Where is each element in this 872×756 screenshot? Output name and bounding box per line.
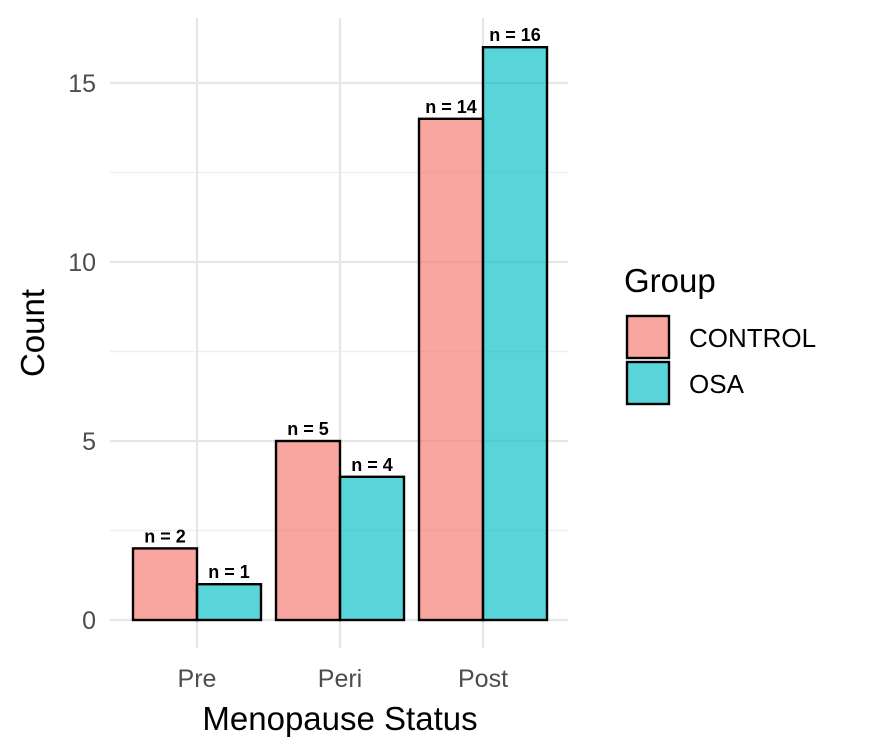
bar-control-pre <box>131 547 199 622</box>
legend: Group CONTROL OSA <box>624 262 816 406</box>
bar-control-peri <box>274 439 342 622</box>
bar-osa-post <box>481 46 549 622</box>
legend-key-control <box>625 314 671 360</box>
legend-label-control: CONTROL <box>689 323 816 353</box>
y-tick-label: 10 <box>68 249 96 277</box>
x-tick-label: Peri <box>318 665 362 693</box>
legend-title: Group <box>624 262 716 299</box>
x-tick-label: Pre <box>178 665 217 693</box>
y-tick-labels: 0 5 10 15 <box>68 70 96 635</box>
y-tick-label: 15 <box>68 70 96 98</box>
data-label-osa-pre: n = 1 <box>208 562 250 582</box>
legend-label-osa: OSA <box>689 369 745 399</box>
bar-osa-pre <box>195 583 263 622</box>
bar-osa-peri <box>338 475 406 622</box>
legend-items: CONTROL OSA <box>625 314 816 406</box>
legend-key-osa <box>625 360 671 406</box>
data-label-osa-post: n = 16 <box>489 25 541 45</box>
y-axis-title: Count <box>14 289 51 377</box>
bars <box>131 46 549 622</box>
data-label-osa-peri: n = 4 <box>351 455 393 475</box>
bar-control-post <box>417 117 485 622</box>
data-label-control-peri: n = 5 <box>287 419 329 439</box>
x-tick-labels: Pre Peri Post <box>178 665 509 693</box>
data-label-control-pre: n = 2 <box>144 526 186 546</box>
data-label-control-post: n = 14 <box>425 97 477 117</box>
data-labels: n = 2 n = 1 n = 5 n = 4 n = 14 n = 16 <box>144 25 541 582</box>
x-axis-title: Menopause Status <box>202 700 477 737</box>
y-tick-label: 5 <box>82 428 96 456</box>
y-tick-label: 0 <box>82 607 96 635</box>
x-tick-label: Post <box>458 665 508 693</box>
